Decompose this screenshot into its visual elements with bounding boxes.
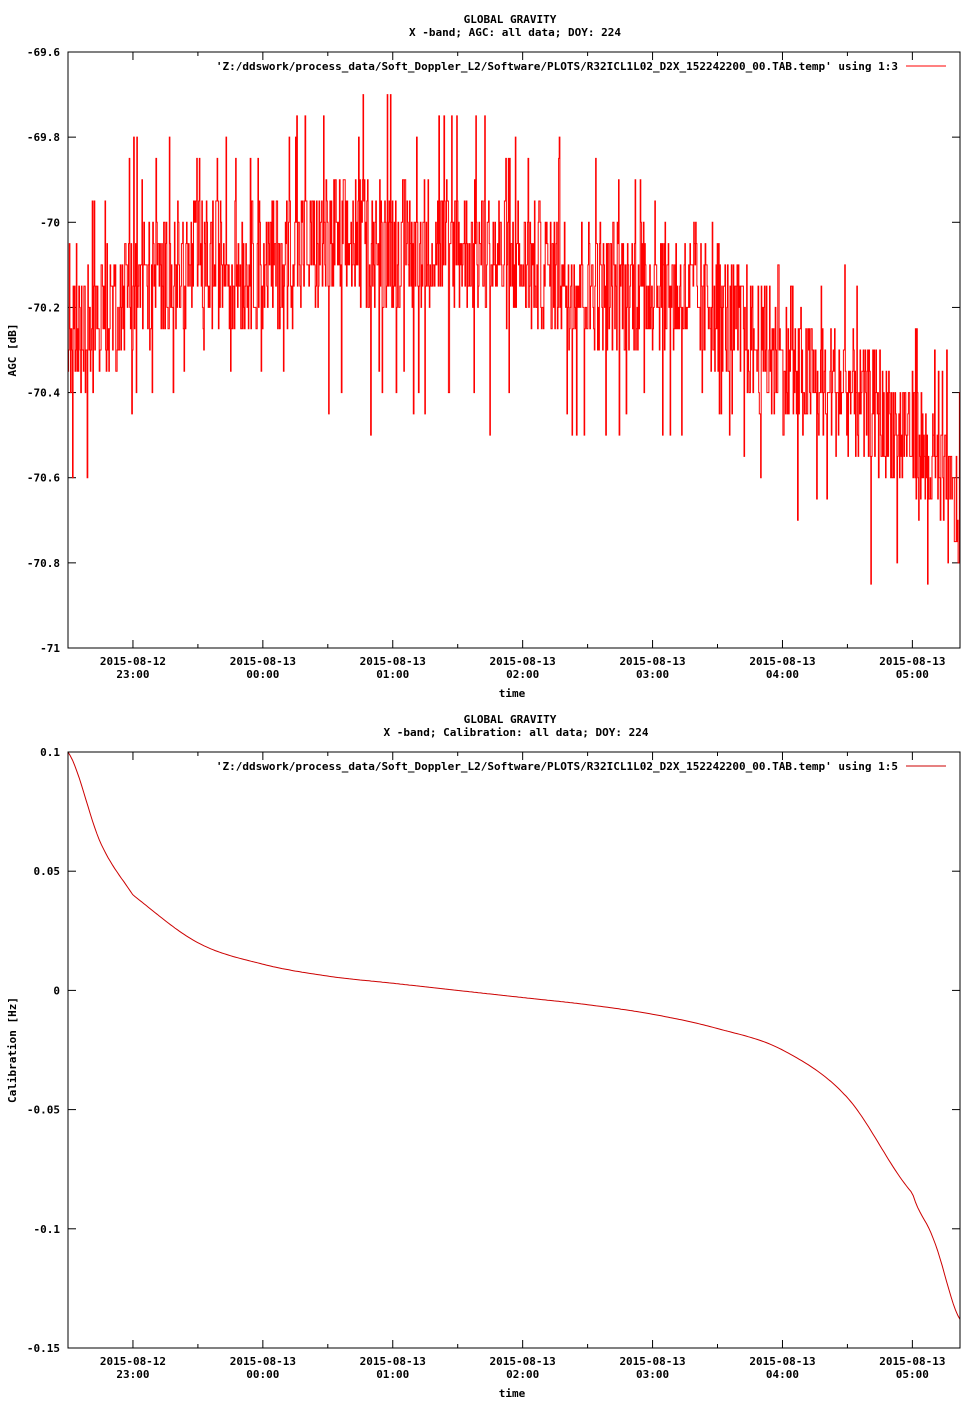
x-tick-date: 2015-08-13 — [490, 1355, 556, 1368]
x-tick-time: 02:00 — [506, 668, 539, 681]
x-tick-time: 05:00 — [896, 668, 929, 681]
y-tick-label: -70.4 — [27, 387, 60, 400]
legend-label: 'Z:/ddswork/process_data/Soft_Doppler_L2… — [216, 60, 898, 73]
x-tick-date: 2015-08-13 — [749, 1355, 815, 1368]
x-tick-time: 05:00 — [896, 1368, 929, 1381]
agc-chart-svg: GLOBAL GRAVITY X -band; AGC: all data; D… — [6, 13, 961, 700]
x-tick-time: 23:00 — [116, 668, 149, 681]
x-tick-date: 2015-08-13 — [879, 655, 945, 668]
x-tick-date: 2015-08-13 — [230, 655, 296, 668]
agc-series-line — [68, 94, 961, 585]
x-tick-date: 2015-08-13 — [230, 1355, 296, 1368]
y-tick-label: -0.15 — [27, 1342, 60, 1355]
x-tick-date: 2015-08-13 — [619, 1355, 685, 1368]
y-axis-label: AGC [dB] — [6, 324, 19, 377]
y-tick-label: -71 — [40, 642, 60, 655]
x-tick-time: 03:00 — [636, 1368, 669, 1381]
x-tick-date: 2015-08-13 — [749, 655, 815, 668]
x-tick-time: 00:00 — [246, 668, 279, 681]
chart-subtitle: X -band; AGC: all data; DOY: 224 — [409, 26, 621, 39]
calibration-chart-svg: GLOBAL GRAVITY X -band; Calibration: all… — [6, 713, 961, 1400]
y-tick-label: -69.8 — [27, 131, 60, 144]
x-tick-time: 02:00 — [506, 1368, 539, 1381]
plot-frame — [67, 751, 961, 1349]
chart-title: GLOBAL GRAVITY — [464, 13, 557, 26]
y-tick-label: 0 — [53, 984, 60, 997]
x-tick-time: 23:00 — [116, 1368, 149, 1381]
y-tick-label: 0.05 — [34, 865, 61, 878]
chart-subtitle: X -band; Calibration: all data; DOY: 224 — [384, 726, 649, 739]
y-tick-label: -70.6 — [27, 472, 60, 485]
y-tick-label: 0.1 — [40, 746, 60, 759]
x-tick-date: 2015-08-13 — [619, 655, 685, 668]
y-tick-label: -70.2 — [27, 301, 60, 314]
x-tick-time: 00:00 — [246, 1368, 279, 1381]
x-axis-label: time — [499, 687, 526, 700]
legend-label: 'Z:/ddswork/process_data/Soft_Doppler_L2… — [216, 760, 898, 773]
x-axis-label: time — [499, 1387, 526, 1400]
x-tick-time: 04:00 — [766, 1368, 799, 1381]
x-tick-date: 2015-08-13 — [360, 655, 426, 668]
y-tick-label: -0.1 — [34, 1223, 61, 1236]
y-axis-label: Calibration [Hz] — [6, 997, 19, 1103]
y-tick-label: -70 — [40, 216, 60, 229]
calibration-chart: GLOBAL GRAVITY X -band; Calibration: all… — [0, 700, 980, 1400]
x-tick-date: 2015-08-13 — [879, 1355, 945, 1368]
y-tick-label: -70.8 — [27, 557, 60, 570]
chart-title: GLOBAL GRAVITY — [464, 713, 557, 726]
x-tick-date: 2015-08-12 — [100, 1355, 166, 1368]
x-tick-date: 2015-08-13 — [360, 1355, 426, 1368]
x-tick-time: 04:00 — [766, 668, 799, 681]
x-tick-time: 03:00 — [636, 668, 669, 681]
x-tick-date: 2015-08-12 — [100, 655, 166, 668]
agc-chart: GLOBAL GRAVITY X -band; AGC: all data; D… — [0, 0, 980, 700]
x-tick-time: 01:00 — [376, 1368, 409, 1381]
calibration-series-line — [67, 751, 961, 1320]
y-tick-label: -69.6 — [27, 46, 60, 59]
y-tick-label: -0.05 — [27, 1104, 60, 1117]
x-tick-date: 2015-08-13 — [490, 655, 556, 668]
plot-frame — [67, 51, 961, 649]
x-tick-time: 01:00 — [376, 668, 409, 681]
